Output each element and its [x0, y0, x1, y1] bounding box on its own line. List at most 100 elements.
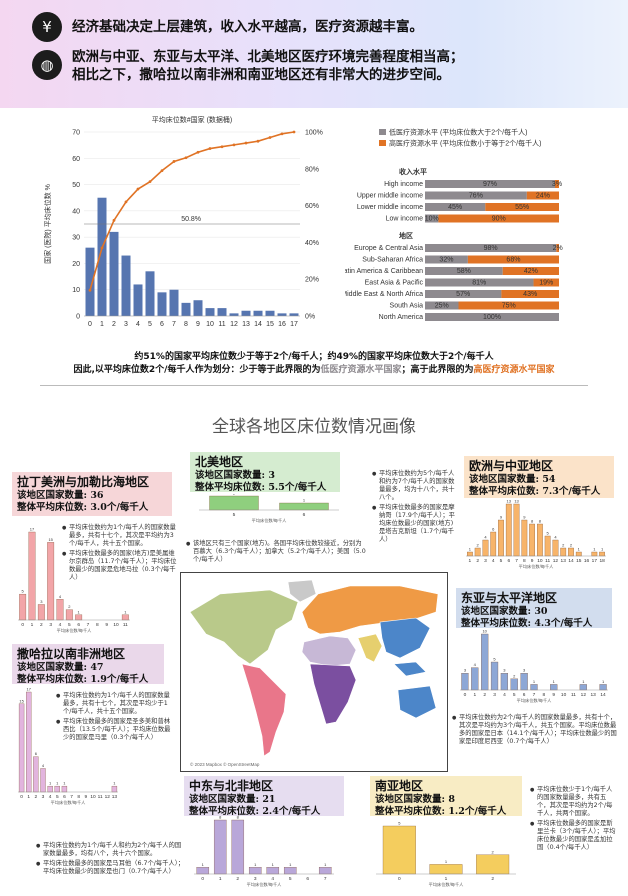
region-eap-header: 东亚与太平洋地区 该地区国家数量: 30 整体平均床位数: 4.3个/每千人 — [456, 588, 612, 629]
mena-x-tick: 5 — [289, 876, 292, 882]
eap-bar — [599, 684, 607, 691]
eap-x-tick: 7 — [533, 692, 536, 698]
region-eu-header: 欧洲与中亚地区 该地区国家数量: 54 整体平均床位数: 7.3个/每千人 — [464, 456, 614, 498]
mena-bar — [248, 867, 262, 875]
region-category-label: Middle East & North Africa — [345, 291, 423, 298]
pareto-x-tick: 0 — [88, 321, 92, 328]
income-bar-label: 3% — [552, 181, 562, 188]
pareto-cumulative-point — [100, 246, 104, 250]
mena-bar-value: 1 — [289, 862, 292, 867]
region-na-header: 北美地区 该地区国家数量: 3 整体平均床位数: 5.5个/每千人 — [190, 452, 340, 493]
note-item: 平均床位数最多的国家是圣多美和普林西比（13.5个/每千人）；平均床位数最少的国… — [56, 718, 176, 742]
eap-bar — [490, 661, 499, 691]
ssa-bar-value: 1 — [56, 781, 59, 786]
pareto-bar — [229, 313, 239, 316]
eu-x-tick: 5 — [500, 558, 503, 564]
pareto-x-tick: 2 — [112, 321, 116, 328]
region-eap-avg: 整体平均床位数: 4.3个/每千人 — [461, 618, 593, 629]
eap-x-tick: 9 — [552, 692, 555, 698]
eu-bar-value: 4 — [554, 535, 557, 540]
ssa-x-tick: 8 — [77, 794, 80, 800]
eu-bar — [544, 535, 551, 557]
pareto-x-tick: 15 — [266, 321, 274, 328]
latam-x-tick: 8 — [96, 622, 99, 628]
region-category-label: Europe & Central Asia — [354, 245, 423, 252]
eu-x-tick: 1 — [469, 558, 472, 564]
ssa-bar — [54, 785, 60, 793]
pareto-x-tick: 9 — [196, 321, 200, 328]
eap-bar-value: 2 — [513, 673, 516, 678]
pareto-title: 平均床位数#国家 (数据桶) — [152, 115, 233, 124]
region-latam-title: 拉丁美洲与加勒比海地区 — [17, 475, 150, 489]
income-bar-label: 76% — [469, 193, 483, 200]
region-bar-segment — [425, 244, 557, 252]
eu-bar-value: 1 — [578, 547, 581, 552]
region-bar-segment — [502, 267, 559, 275]
region-eu-count: 该地区国家数量: 54 — [469, 474, 556, 485]
latam-x-label: 平均床位数/每千人 — [57, 627, 92, 634]
sa-x-tick: 1 — [445, 876, 448, 882]
summary-line-2: 因此,以平均床位数2个/每千人作为划分：少于等于此界限的为低医疗资源水平国家；高… — [0, 362, 628, 375]
ssa-bar — [40, 768, 46, 793]
eu-x-tick: 14 — [568, 558, 574, 564]
latam-bar-value: 15 — [48, 537, 53, 542]
eu-bar — [568, 547, 574, 557]
na-bar — [209, 495, 259, 511]
pareto-bar — [205, 308, 215, 316]
pareto-y2-tick: 20% — [305, 277, 319, 284]
ssa-x-tick: 1 — [27, 794, 30, 800]
eap-bar — [461, 673, 469, 691]
ssa-bar-value: 1 — [63, 781, 66, 786]
region-na-chart: 2 5 1 6 平均床位数/每千人 — [199, 494, 339, 524]
pareto-bar — [157, 292, 167, 316]
eu-x-tick: 12 — [553, 558, 559, 564]
sa-bar-value: 5 — [398, 822, 401, 826]
eu-x-tick: 13 — [561, 558, 567, 564]
income-bar-label: 90% — [492, 216, 506, 223]
region-eu-title: 欧洲与中亚地区 — [469, 459, 554, 473]
mena-bar — [213, 819, 227, 875]
region-sa-title: 南亚地区 — [375, 779, 424, 793]
eu-bar-value: 6 — [492, 527, 495, 532]
eu-x-tick: 4 — [492, 558, 495, 564]
region-bar-label: 100% — [483, 314, 501, 321]
region-ssa-avg: 整体平均床位数: 1.9个/每千人 — [17, 674, 149, 685]
eap-x-tick: 0 — [464, 692, 467, 698]
eu-x-tick: 6 — [507, 558, 510, 564]
pareto-y2-tick: 40% — [305, 240, 319, 247]
ssa-x-tick: 13 — [112, 794, 118, 800]
ssa-x-tick: 0 — [20, 794, 23, 800]
region-bar-label: 43% — [523, 291, 537, 298]
latam-bar-value: 3 — [40, 599, 43, 604]
note-item: 平均床位数约为1个/每千人的国家数量最多，共有十七个，其次是平均约为3个/每千人… — [62, 524, 180, 548]
eu-bar — [560, 547, 567, 557]
region-category-label: Latin America & Caribbean — [345, 268, 423, 275]
region-bar-label: 42% — [524, 268, 538, 275]
region-section-title: 地区 — [399, 231, 413, 240]
region-sa-chart: 5 0 1 1 2 2 平均床位数/每千人 — [376, 822, 516, 888]
pareto-x-tick: 16 — [278, 321, 286, 328]
pareto-x-tick: 10 — [206, 321, 214, 328]
income-bar-segment — [425, 191, 527, 200]
region-sa-avg: 整体平均床位数: 1.2个/每千人 — [375, 806, 507, 817]
eu-bar — [505, 503, 512, 557]
income-bar-label: 55% — [515, 204, 529, 211]
pareto-cumulative-point — [256, 139, 260, 143]
legend-label-high: 高医疗资源水平 (平均床位数小于等于2个/每千人) — [389, 139, 541, 148]
note-item: 平均床位数约为5个/每千人和约为7个/每千人的国家数量最多，均为十八个，共十八个… — [372, 470, 458, 502]
income-bar-label: 45% — [448, 204, 462, 211]
pareto-bar — [109, 231, 119, 316]
map-mena — [301, 635, 357, 667]
section-title: 全球各地区床位数情况画像 — [212, 417, 416, 437]
income-bar-segment — [425, 214, 439, 223]
map-greenland — [287, 579, 317, 603]
latam-bar — [65, 609, 73, 621]
income-bar-segment — [485, 203, 559, 211]
note-item: 平均床位数约为1个/每千人和约为2个/每千人的国家数量最多，均有八个，共十六个国… — [36, 842, 186, 858]
ssa-bar — [47, 785, 53, 793]
note-item: 平均床位数最多的国家是马耳他（6.7个/每千人）；平均床位数最少的国家是也门（0… — [36, 860, 186, 876]
map-ssa — [309, 663, 357, 725]
